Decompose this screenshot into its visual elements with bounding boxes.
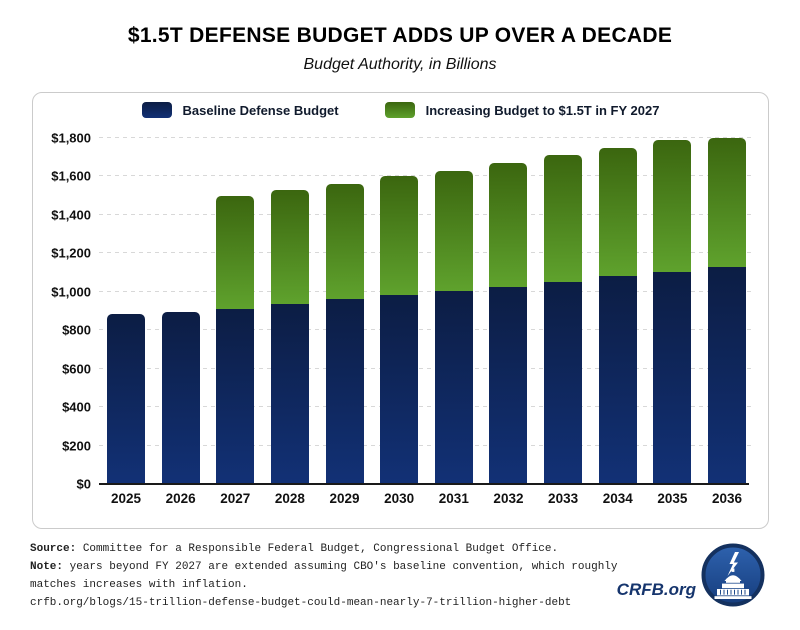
capitol-columns [720,589,746,595]
x-axis-line [99,483,749,485]
y-axis-label: $800 [62,322,91,338]
bar-segment-increase [489,163,528,287]
bar-segment-increase [216,195,255,310]
bar-2029 [325,184,364,484]
bar-2032 [489,163,528,484]
x-axis-label: 2033 [548,491,579,506]
x-axis-label: 2029 [329,491,360,506]
legend-swatch-green [384,102,415,118]
y-axis-label: $200 [62,438,91,454]
bar-segment-baseline [544,282,583,484]
x-axis-label: 2027 [220,491,251,506]
y-axis-label: $1,000 [51,284,91,300]
bar-2033 [544,155,583,484]
plot-area [99,137,754,485]
bar-segment-baseline [708,266,746,484]
x-axis-labels: 2025 2026 2027 2028 2029 2030 2031 2032 2033 2034… [99,491,754,511]
x-axis-label: 2030 [384,491,415,506]
chart-title: $1.5T DEFENSE BUDGET ADDS UP OVER A DECA… [127,24,673,47]
bar-segment-increase [434,170,473,291]
bar-segment-baseline [216,309,255,484]
bar-segment-increase [325,184,364,300]
bar-segment-baseline [325,299,364,484]
footer-url: crfb.org/blogs/15-trillion-defense-budge… [30,597,572,609]
bar-2026 [161,311,200,484]
note-label: Note: [30,561,64,573]
bar-2036 [708,138,746,484]
legend-swatch-navy [141,102,172,118]
legend-label: Baseline Defense Budget [182,102,339,118]
bar-2028 [270,189,309,484]
x-axis-label: 2031 [438,491,469,506]
chart-subtitle: Budget Authority, in Billions [303,56,497,73]
source-text: Committee for a Responsible Federal Budg… [76,543,559,555]
bar-2035 [653,139,692,484]
bar-2034 [598,147,637,484]
y-axis-label: $1,400 [51,207,91,223]
bar-segment-increase [544,155,583,283]
y-axis-label: $1,200 [51,245,91,261]
bar-2031 [434,170,473,484]
bar-segment-increase [598,147,637,277]
x-axis-label: 2032 [493,491,524,506]
gridline-600 [99,367,754,369]
bar-segment-baseline [107,313,145,484]
x-axis-label: 2025 [110,491,142,506]
bar-2027 [216,195,255,484]
gridline-800 [99,329,754,331]
legend-label: Increasing Budget to $1.5T in FY 2027 [425,102,660,118]
gridline-1200 [99,252,754,254]
bar-2025 [107,313,145,484]
gridline-1400 [99,213,754,215]
legend-item-green: Increasing Budget to $1.5T in FY 2027 [384,102,660,118]
x-axis-label: 2034 [602,491,633,506]
bar-segment-baseline [489,286,528,484]
y-axis-labels: $0 $200 $400 $600 $800 $1,000 $1,200 $1,400 $1,6… [33,131,91,492]
x-axis-label: 2028 [274,491,305,506]
logo-circle [701,543,765,607]
gridline-1000 [99,290,754,292]
crfb-logo [701,543,765,607]
gridline-400 [99,406,754,408]
bar-segment-increase [270,189,309,305]
bar-segment-baseline [598,276,637,484]
bar-segment-baseline [270,304,309,484]
y-axis-label: $400 [62,399,91,415]
brand-text: CRFB.org [616,580,696,599]
legend-item-navy: Baseline Defense Budget [141,102,339,118]
bar-segment-increase [380,176,419,295]
lightning-bolt-icon [727,552,739,576]
bar-segment-baseline [653,271,692,484]
bar-segment-baseline [161,311,200,484]
bar-segment-increase [653,139,692,272]
y-axis-label: $1,800 [51,130,91,146]
legend: Baseline Defense Budget Increasing Budget… [33,102,768,118]
bar-2030 [380,176,419,484]
footer-source: Source: Committee for a Responsible Fede… [30,540,640,558]
x-axis-label: 2026 [165,491,196,506]
bar-segment-baseline [380,294,419,484]
source-label: Source: [30,543,77,555]
x-axis-label: 2036 [711,491,743,506]
bar-segment-baseline [434,290,473,484]
chart-card: Baseline Defense Budget Increasing Budget… [32,92,769,529]
footer: Source: Committee for a Responsible Fede… [30,540,640,612]
note-text: years beyond FY 2027 are extended assumi… [30,561,618,591]
y-axis-label: $0 [76,476,91,492]
y-axis-label: $1,600 [51,168,91,184]
capitol-icon [714,568,752,599]
footer-note: Note: years beyond FY 2027 are extended … [30,558,640,594]
gridline-200 [99,444,754,446]
y-axis-label: $600 [62,361,91,377]
gridline-1600 [99,175,754,177]
gridline-1800 [99,137,754,138]
bar-segment-increase [708,138,746,267]
x-axis-label: 2035 [657,491,688,506]
